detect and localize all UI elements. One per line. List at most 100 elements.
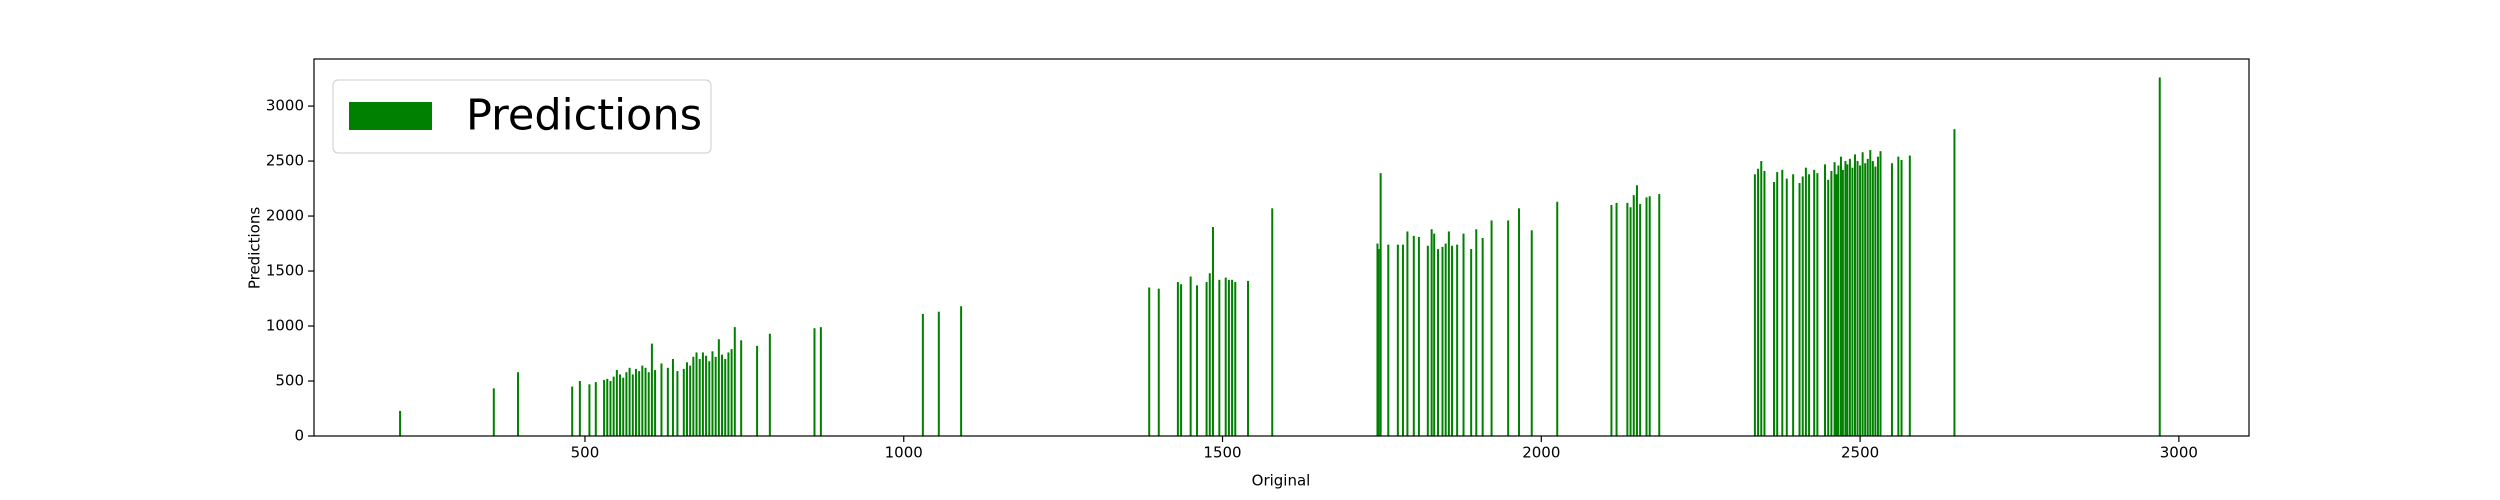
legend-label: Predictions: [466, 91, 702, 141]
bar: [603, 379, 606, 436]
bar: [1871, 161, 1874, 436]
bar: [1808, 174, 1811, 436]
bar: [571, 386, 574, 436]
bar: [698, 359, 701, 436]
bar: [622, 377, 625, 436]
bar: [1859, 165, 1862, 437]
bar: [1897, 156, 1900, 436]
bar: [2158, 77, 2161, 437]
bar: [1645, 197, 1648, 436]
bar: [1773, 181, 1776, 436]
bar: [819, 327, 822, 436]
bar: [1481, 238, 1484, 436]
bar: [628, 367, 631, 436]
bar: [671, 359, 674, 436]
bar: [689, 365, 692, 436]
bar: [641, 365, 644, 436]
bar: [1776, 172, 1779, 436]
bar: [399, 410, 402, 436]
bar: [717, 339, 720, 436]
bar: [1830, 170, 1833, 436]
legend-swatch: [349, 102, 432, 130]
bar: [1837, 165, 1840, 437]
bar: [1157, 288, 1160, 436]
bar: [1376, 243, 1379, 436]
bar: [1556, 201, 1559, 436]
legend-box: [332, 79, 712, 154]
bar: [578, 381, 581, 436]
x-axis-label: Original: [1252, 472, 1311, 490]
bar: [733, 327, 736, 436]
bar: [631, 374, 634, 436]
bar: [727, 352, 730, 436]
y-axis-label: Predictions: [246, 207, 264, 290]
bar: [609, 381, 612, 436]
bar: [1412, 235, 1415, 436]
bar: [1864, 163, 1867, 436]
bar: [1417, 236, 1420, 436]
y-tick-label: 2000: [266, 207, 304, 225]
bar: [1530, 230, 1533, 436]
bar: [1231, 279, 1234, 436]
bar: [685, 362, 688, 436]
bar: [695, 352, 698, 436]
bar: [768, 333, 771, 436]
bar: [1396, 244, 1399, 436]
bar: [1490, 220, 1493, 436]
bar: [1227, 279, 1230, 436]
bar: [960, 306, 963, 436]
bar: [588, 384, 591, 436]
y-tick-label: 3000: [266, 97, 304, 115]
bar: [682, 368, 685, 436]
bar: [1753, 174, 1756, 436]
bar: [1844, 161, 1847, 436]
bar: [1470, 249, 1473, 436]
bar: [1851, 167, 1854, 437]
bar: [705, 355, 708, 436]
bar: [1848, 158, 1851, 436]
y-tick-label: 0: [294, 427, 304, 445]
bar: [1451, 245, 1454, 436]
bar: [1218, 279, 1221, 436]
bar: [1853, 154, 1856, 436]
y-tick-label: 1500: [266, 262, 304, 280]
bar: [1801, 176, 1804, 436]
bar: [701, 352, 704, 436]
bar: [647, 372, 650, 436]
bar: [612, 376, 615, 436]
bar: [517, 372, 520, 436]
bar: [650, 343, 653, 436]
bar: [1846, 164, 1849, 436]
bar: [1517, 208, 1520, 436]
bar: [619, 374, 622, 436]
bar: [1626, 202, 1629, 436]
bar: [1456, 244, 1459, 436]
bar: [937, 311, 940, 436]
bar: [1900, 159, 1903, 437]
bar: [606, 378, 609, 436]
bar: [1462, 233, 1465, 436]
bar: [1208, 273, 1211, 436]
bar: [1798, 183, 1801, 436]
bar: [1401, 244, 1404, 436]
bar: [1224, 277, 1227, 436]
bar: [1148, 287, 1151, 436]
bar: [1615, 202, 1618, 436]
bar: [1211, 227, 1214, 436]
bar: [644, 367, 647, 436]
x-tick-label: 3000: [2160, 444, 2198, 462]
bar: [1433, 233, 1436, 436]
bar: [1866, 158, 1869, 436]
bar: [1205, 282, 1208, 436]
bar: [1387, 244, 1390, 436]
bar: [692, 356, 695, 436]
bar: [1813, 169, 1816, 436]
bar: [1869, 150, 1872, 437]
bar: [1781, 169, 1784, 436]
bar: [1234, 282, 1237, 436]
bar: [1833, 162, 1836, 436]
bar: [1785, 178, 1788, 436]
bar: [1648, 196, 1651, 436]
bar: [721, 354, 724, 436]
